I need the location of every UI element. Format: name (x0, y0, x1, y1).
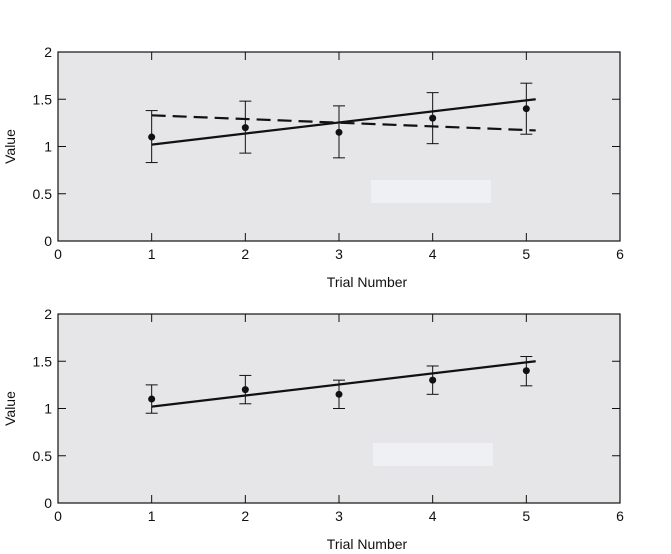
x-tick-label: 0 (54, 508, 62, 524)
data-point (335, 390, 343, 398)
data-point (148, 133, 156, 141)
x-tick-label: 2 (241, 508, 249, 524)
y-tick-label: 2 (44, 306, 52, 322)
x-tick-label: 6 (616, 508, 624, 524)
data-point (522, 105, 530, 113)
dashed-trend-line (151, 114, 536, 132)
x-tick-label: 2 (241, 246, 249, 262)
data-point (148, 395, 156, 403)
data-point (241, 124, 249, 132)
y-tick-label: 0.5 (33, 448, 53, 464)
y-axis-label: Value (2, 391, 18, 426)
top-panel: 0 1 2 3 4 5 6 0 0.5 1 1.5 2 Trial Number Value (2, 44, 624, 290)
blank-box (371, 180, 491, 203)
y-tick-label: 2 (44, 44, 52, 60)
y-axis-label: Value (2, 129, 18, 164)
x-tick-label: 0 (54, 246, 62, 262)
y-tick-label: 1 (44, 401, 52, 417)
data-point (335, 128, 343, 136)
x-tick-label: 3 (335, 246, 343, 262)
data-point (241, 386, 249, 394)
plot-frame (57, 313, 621, 504)
plot-frame (57, 51, 621, 242)
y-tick-label: 1 (44, 139, 52, 155)
y-tick-label: 0 (44, 233, 52, 249)
x-tick-label: 4 (429, 508, 437, 524)
bottom-panel: 0 1 2 3 4 5 6 0 0.5 1 1.5 2 Trial Number Value (2, 306, 624, 552)
x-tick-label: 4 (429, 246, 437, 262)
x-axis-label: Trial Number (327, 274, 408, 290)
y-tick-label: 1.5 (33, 353, 53, 369)
y-tick-label: 0 (44, 495, 52, 511)
data-point (429, 114, 437, 122)
x-tick-label: 5 (522, 246, 530, 262)
x-tick-label: 1 (148, 246, 156, 262)
blank-box (373, 443, 493, 466)
solid-trend-line (151, 360, 536, 408)
x-tick-label: 3 (335, 508, 343, 524)
x-tick-label: 5 (522, 508, 530, 524)
y-tick-label: 0.5 (33, 186, 53, 202)
data-point (429, 376, 437, 384)
x-tick-label: 6 (616, 246, 624, 262)
data-point (522, 367, 530, 375)
x-tick-label: 1 (148, 508, 156, 524)
y-tick-label: 1.5 (33, 91, 53, 107)
x-axis-label: Trial Number (327, 536, 408, 552)
